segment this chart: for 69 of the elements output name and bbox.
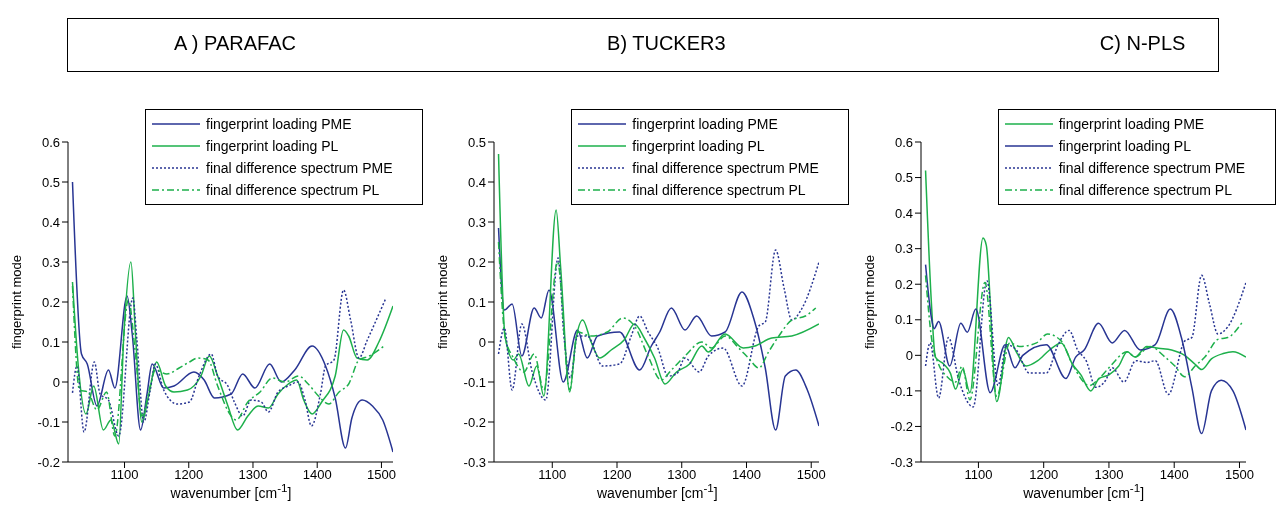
chart-title: C) N-PLS <box>1098 32 1187 55</box>
legend-label: fingerprint loading PME <box>632 116 778 132</box>
legend-label: final difference spectrum PL <box>206 182 380 198</box>
legend-label: final difference spectrum PL <box>632 182 806 198</box>
line-series <box>71 181 393 453</box>
y-tick-label: 0 <box>52 374 60 390</box>
y-tick-label: 0.5 <box>894 170 913 186</box>
y-tick-label: 0 <box>905 347 913 363</box>
y-tick-label: -0.2 <box>37 454 60 470</box>
y-tick-label: -0.3 <box>463 454 487 470</box>
y-tick-label: 0.4 <box>468 174 487 190</box>
y-tick-label: -0.1 <box>463 374 487 390</box>
y-tick-label: 0.5 <box>468 134 487 150</box>
y-axis-title: fingerprint mode <box>434 255 450 349</box>
x-axis-title: wavenumber [cm$^{-1}$] <box>1022 481 1146 501</box>
y-tick-label: 0.6 <box>894 134 913 150</box>
x-tick-label: 1300 <box>1094 467 1124 483</box>
line-series <box>498 153 820 397</box>
legend-label: final difference spectrum PME <box>632 160 819 176</box>
x-tick-label: 1500 <box>1224 467 1254 483</box>
y-tick-label: 0.1 <box>41 334 60 350</box>
x-tick-label: 1300 <box>238 467 268 483</box>
x-tick-label: 1400 <box>1159 467 1189 483</box>
y-tick-label: 0.1 <box>468 294 487 310</box>
legend-label: fingerprint loading PL <box>632 138 765 154</box>
y-axis-title: fingerprint mode <box>8 255 24 349</box>
y-tick-label: 0.2 <box>468 254 487 270</box>
y-axis-title: fingerprint mode <box>861 255 877 349</box>
y-tick-label: -0.2 <box>463 414 487 430</box>
x-tick-label: 1200 <box>174 467 204 483</box>
y-tick-label: 0.3 <box>894 241 913 257</box>
line-series <box>498 227 820 431</box>
y-tick-label: 0.3 <box>41 254 60 270</box>
legend-label: fingerprint loading PME <box>206 116 352 132</box>
x-tick-label: 1100 <box>964 467 993 483</box>
y-tick-label: 0.4 <box>41 214 60 230</box>
y-tick-label: 0.4 <box>894 205 913 221</box>
x-tick-label: 1200 <box>602 467 632 483</box>
y-tick-label: -0.3 <box>890 454 913 470</box>
y-tick-label: -0.1 <box>37 414 60 430</box>
y-tick-label: 0.5 <box>41 174 60 190</box>
y-tick-label: -0.1 <box>890 383 913 399</box>
chart-title: B) TUCKER3 <box>606 32 727 55</box>
legend-label: final difference spectrum PME <box>206 160 393 176</box>
x-tick-label: 1100 <box>538 467 567 483</box>
legend-label: fingerprint loading PL <box>1058 138 1191 154</box>
legend-label: fingerprint loading PL <box>206 138 339 154</box>
legend-label: final difference spectrum PME <box>1058 160 1246 176</box>
x-axis-title: wavenumber [cm$^{-1}$] <box>169 481 293 501</box>
chart-title: A ) PARAFAC <box>173 32 297 55</box>
y-tick-label: 0.6 <box>41 134 60 150</box>
x-tick-label: 1400 <box>732 467 762 483</box>
y-tick-label: -0.2 <box>890 419 913 435</box>
x-tick-label: 1500 <box>797 467 827 483</box>
line-series <box>924 263 1246 435</box>
line-series <box>71 261 393 445</box>
x-tick-label: 1300 <box>667 467 697 483</box>
legend-label: final difference spectrum PL <box>1058 182 1232 198</box>
y-tick-label: 0 <box>479 334 487 350</box>
x-tick-label: 1100 <box>110 467 139 483</box>
y-tick-label: 0.1 <box>894 312 913 328</box>
legend-label: fingerprint loading PME <box>1058 116 1205 132</box>
x-tick-label: 1400 <box>302 467 332 483</box>
x-tick-label: 1500 <box>366 467 396 483</box>
y-tick-label: 0.2 <box>894 276 913 292</box>
x-axis-title: wavenumber [cm$^{-1}$] <box>595 481 719 501</box>
x-tick-label: 1200 <box>1028 467 1058 483</box>
y-tick-label: 0.3 <box>468 214 487 230</box>
y-tick-label: 0.2 <box>41 294 60 310</box>
